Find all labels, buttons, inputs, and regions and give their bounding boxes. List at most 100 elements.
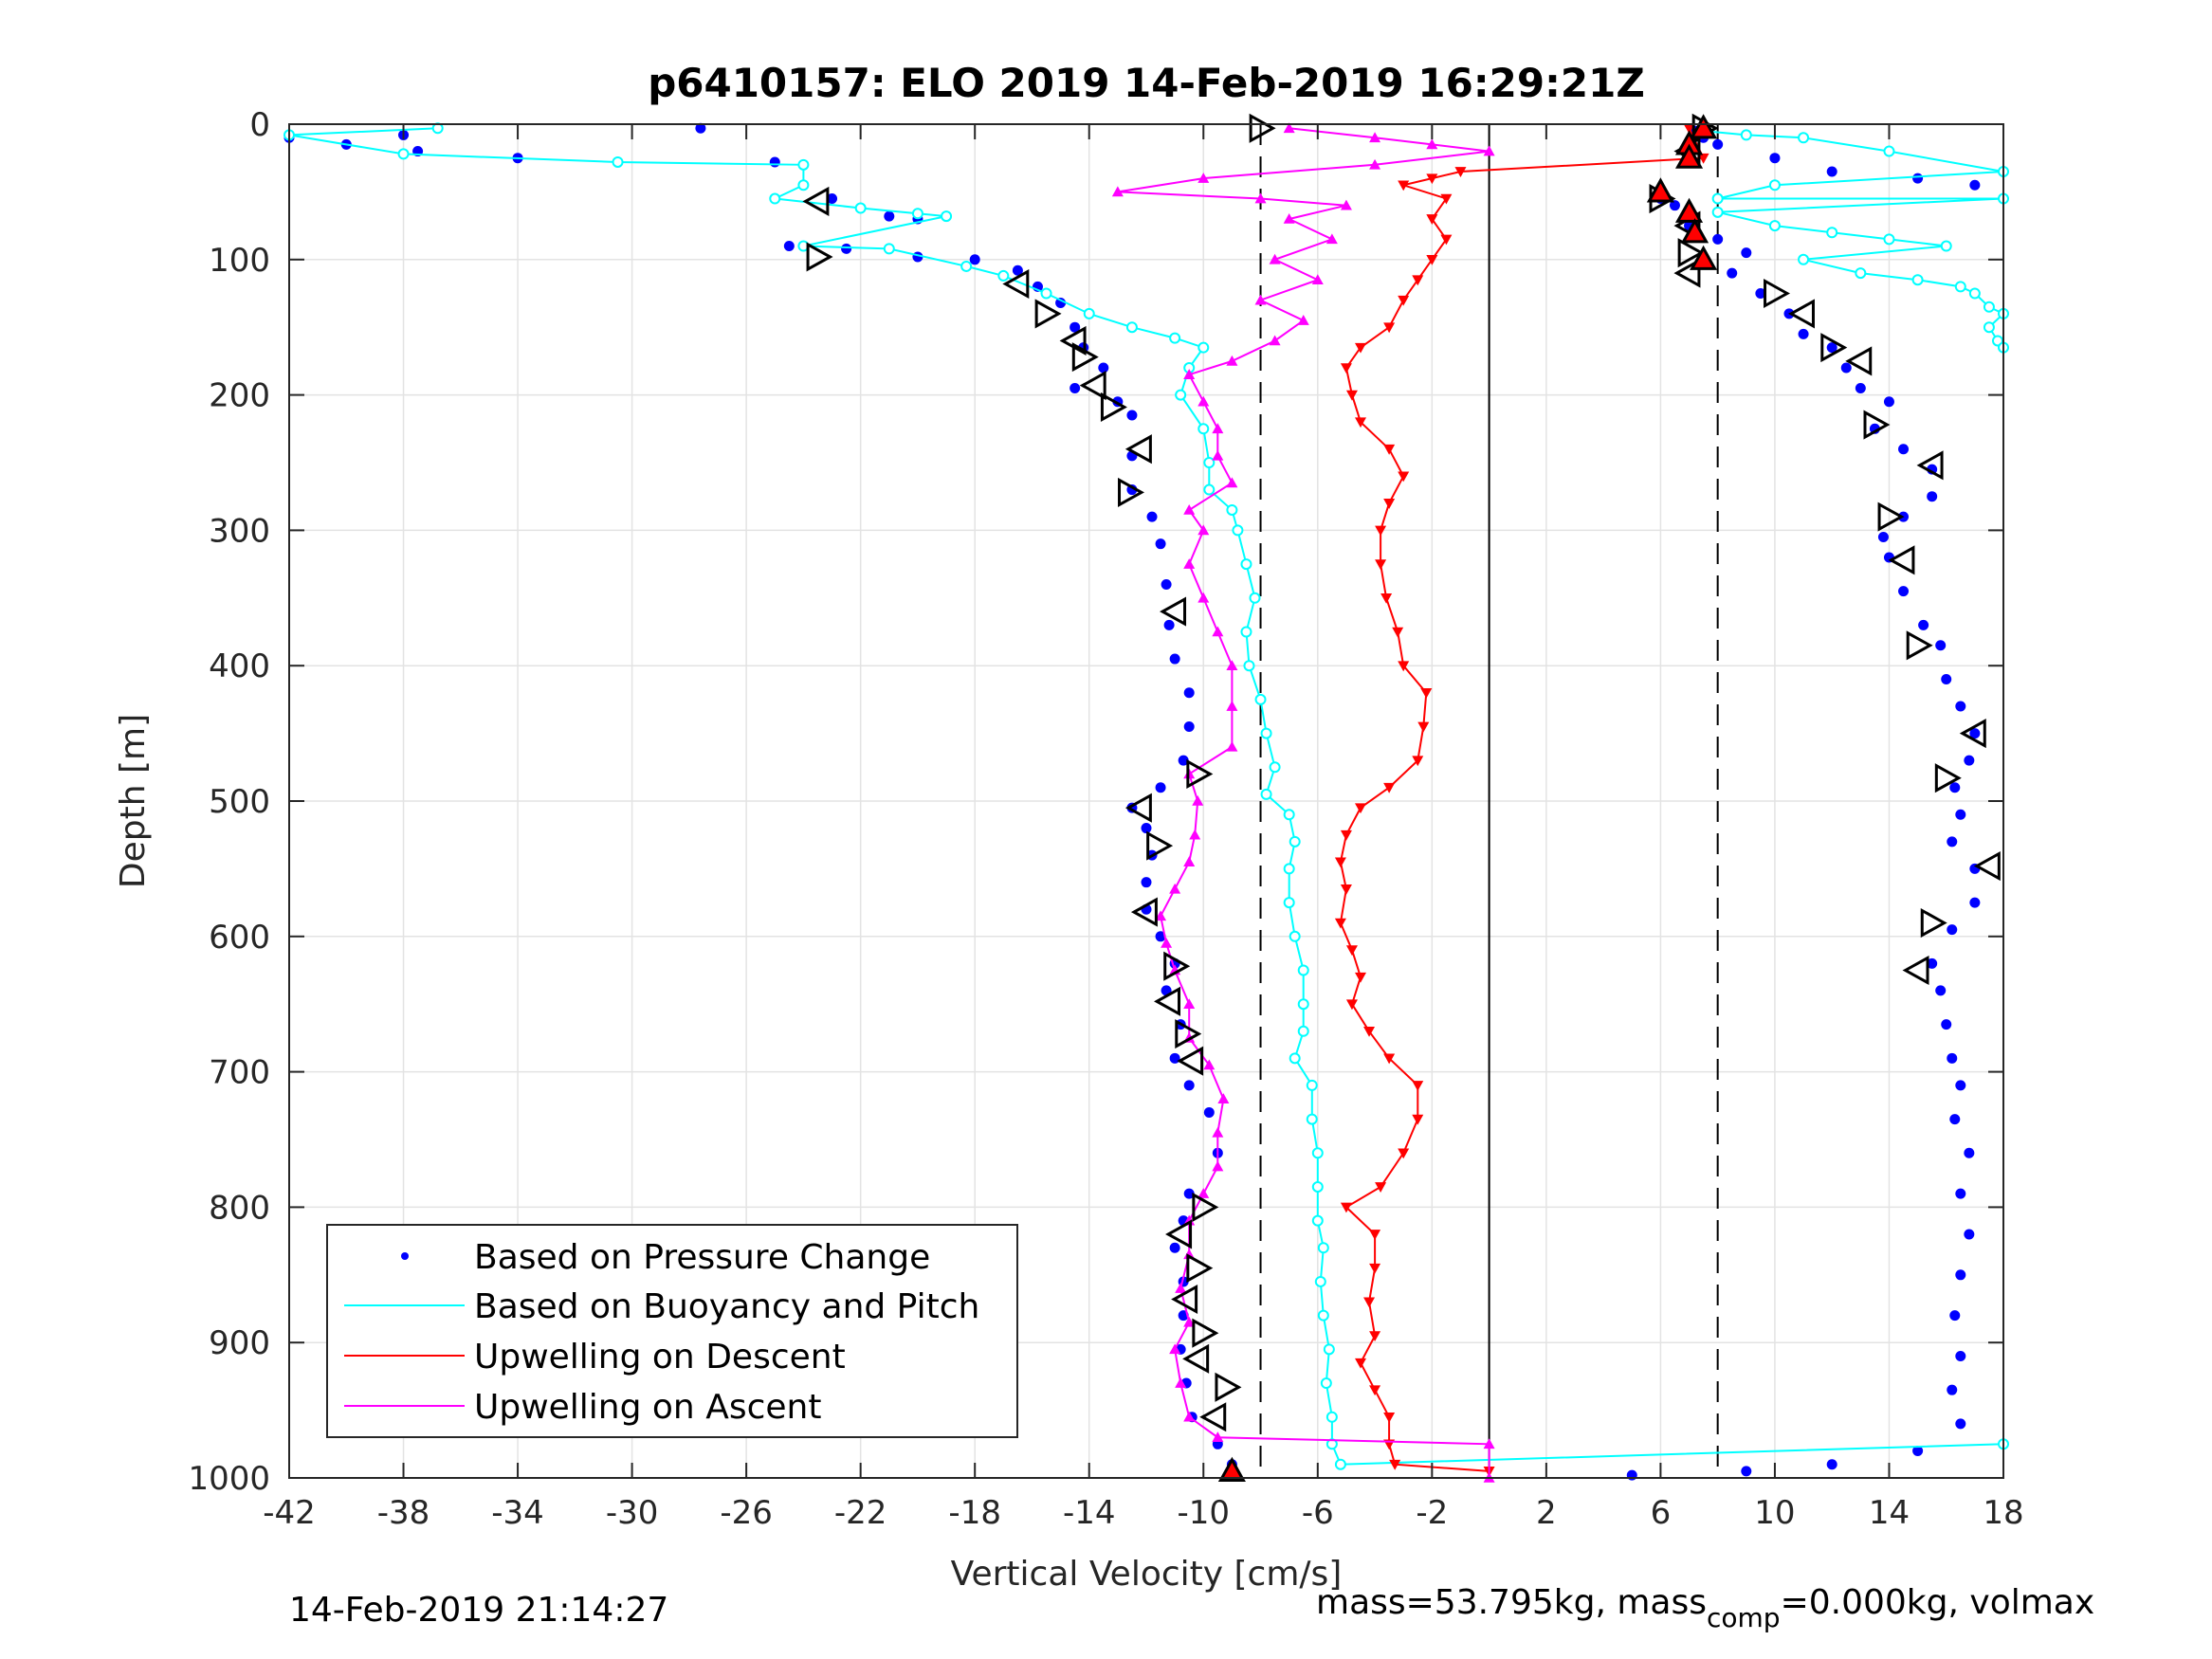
data-point [1912,1445,1924,1456]
direction-marker [1249,113,1276,143]
data-point [960,260,973,272]
data-point [1083,307,1095,319]
data-point [1297,315,1309,325]
data-point [1183,687,1195,699]
data-point [1955,701,1966,712]
direction-marker [1906,630,1933,661]
data-point [1243,660,1255,672]
direction-marker [1192,1318,1219,1348]
data-point [1949,782,1961,793]
data-point [1826,1459,1837,1470]
turnaround-marker [1690,114,1718,139]
data-point [1314,1275,1326,1287]
legend-label-upwelling-descent: Upwelling on Descent [474,1338,846,1376]
data-point [1712,138,1724,150]
series-2 [283,122,2009,1470]
data-point [1941,673,1952,684]
data-point [1183,1080,1195,1091]
data-point [1125,321,1138,334]
data-point [1345,390,1358,401]
data-point [1197,1188,1210,1198]
direction-marker [802,186,830,216]
turnaround-marker [1646,177,1674,203]
data-point [827,193,838,205]
data-point [1111,186,1124,197]
direction-marker [1118,477,1145,507]
direction-marker [1186,1253,1214,1284]
data-point [1254,192,1267,204]
data-point [1297,964,1309,976]
turnaround-marker [1690,245,1718,270]
direction-marker [1673,258,1701,288]
data-point [1226,355,1238,366]
data-point [1175,1283,1187,1293]
data-point [1398,1148,1410,1159]
direction-marker [1160,596,1187,627]
data-point [841,243,852,254]
data-point [1697,153,1709,164]
data-point [1826,227,1838,239]
turnaround-marker [1674,143,1704,169]
data-point [1254,693,1267,705]
data-point [1283,122,1295,134]
data-point [1183,1316,1196,1327]
data-point [1383,444,1396,455]
data-point [1203,457,1216,468]
data-point [1155,538,1166,550]
direction-marker [1146,830,1174,861]
data-point [1197,423,1210,435]
data-point [1178,755,1189,766]
data-point [1955,1418,1966,1430]
data-point [1141,823,1152,834]
direction-marker [1100,392,1127,423]
legend: Based on Pressure Change Based on Buoyan… [326,1224,1018,1438]
x-tick-label: -18 [948,1494,1001,1532]
data-point [1183,369,1196,379]
data-point [1949,1114,1961,1125]
data-point [1426,138,1438,150]
data-point [1226,660,1238,670]
data-point [1226,503,1238,516]
direction-marker [1165,1219,1193,1249]
data-point [1798,328,1809,339]
data-point [1169,332,1181,344]
data-point [1398,661,1410,672]
data-point [1325,233,1338,245]
data-point [1163,619,1175,630]
data-point [1877,532,1889,543]
data-point [1741,1466,1752,1477]
data-point [1983,321,1995,334]
legend-swatch-pressure [401,1252,409,1260]
turnaround-marker [1681,218,1709,244]
data-point [1189,829,1201,840]
footer-mass-text: mass=53.795kg, mass [1316,1583,1707,1622]
data-point [695,122,706,134]
data-point [1454,167,1467,177]
data-point [1983,301,1995,313]
data-point [1768,179,1781,191]
data-point [397,148,410,160]
data-point [1955,1080,1966,1091]
data-point [1283,809,1295,821]
direction-marker [1124,434,1152,465]
data-point [1161,579,1172,591]
y-tick-label: 500 [209,783,270,821]
data-point [911,208,923,220]
data-point [1232,524,1244,537]
y-tick-label: 100 [209,242,270,280]
data-point [1169,1242,1180,1253]
data-point [1203,1059,1216,1070]
x-tick-label: 6 [1651,1494,1672,1532]
data-point [1483,1438,1495,1449]
data-point [1964,1147,1975,1158]
direction-marker [1934,763,1962,793]
data-point [1375,1182,1387,1193]
data-point [1855,382,1866,393]
data-point [1311,1147,1324,1159]
data-point [1826,166,1837,177]
x-tick-label: -42 [263,1494,316,1532]
data-point [1340,884,1352,895]
data-point [1383,1053,1396,1065]
direction-marker [806,242,833,272]
direction-marker [1002,268,1030,300]
